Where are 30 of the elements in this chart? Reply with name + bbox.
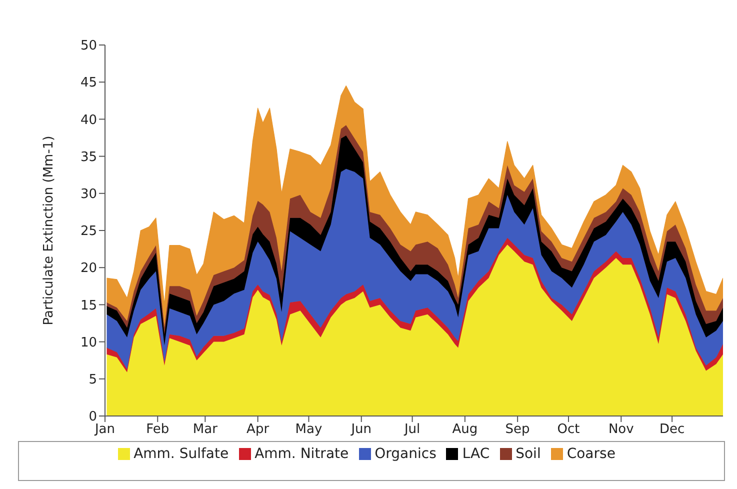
x-tick-label: Mar [192, 422, 218, 438]
y-tick-label: 5 [88, 372, 97, 388]
y-tick-label: 40 [80, 112, 97, 128]
x-tick-label: Jun [350, 422, 372, 438]
y-tick-label: 45 [80, 76, 97, 91]
legend-label: LAC [462, 446, 490, 462]
x-tick-label: Jul [403, 422, 420, 438]
x-tick-label: Apr [246, 422, 270, 438]
x-tick-label: Dec [659, 422, 685, 438]
y-tick-label: 30 [80, 187, 97, 202]
legend-label: Coarse [566, 446, 616, 462]
y-tick-label: 15 [80, 298, 97, 314]
x-tick-label: May [295, 422, 322, 438]
x-tick-label: Sep [505, 422, 530, 438]
x-tick-label: Nov [608, 422, 634, 438]
x-tick-label: Oct [557, 422, 580, 438]
y-tick-label: 50 [80, 38, 97, 54]
x-tick-label: Feb [146, 422, 170, 438]
y-tick-label: 10 [80, 335, 97, 350]
y-tick-label: 0 [88, 410, 97, 425]
y-tick-label: 20 [80, 261, 97, 276]
x-tick-label: Aug [452, 422, 478, 438]
legend-label: Amm. Nitrate [254, 446, 349, 462]
x-tick-label: Jan [94, 422, 116, 438]
legend-label: Soil [516, 446, 541, 462]
y-tick-label: 35 [80, 150, 97, 165]
y-axis-title: Particulate Extinction (Mm-1) [42, 136, 57, 326]
legend-label: Organics [374, 446, 436, 462]
legend-label: Amm. Sulfate [134, 446, 229, 462]
y-tick-label: 25 [80, 224, 97, 240]
